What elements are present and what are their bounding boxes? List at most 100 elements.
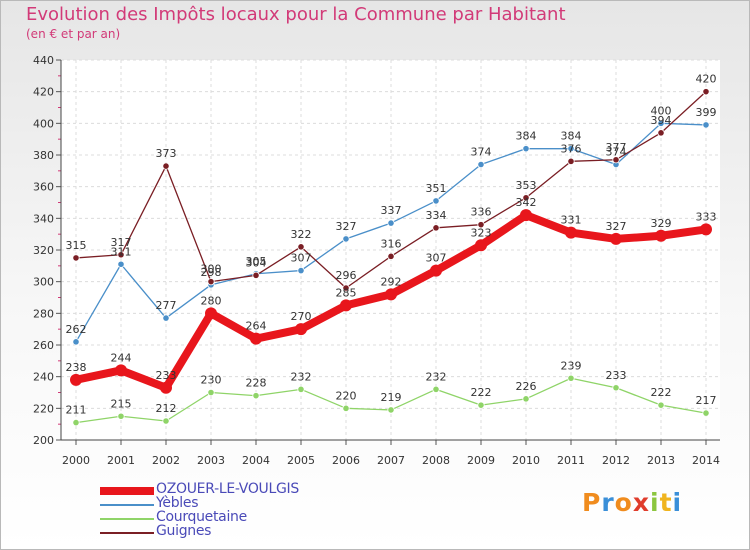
data-label-0: 327 [606,220,627,233]
data-point-1 [657,119,665,127]
data-label-1: 277 [156,299,177,312]
logo-letter: x [632,488,650,517]
data-point-2 [162,417,170,425]
proxiti-logo: Proxiti [582,488,682,517]
data-label-3: 336 [471,206,492,219]
x-tick-label: 2013 [647,454,675,467]
data-label-3: 420 [696,73,717,86]
data-label-2: 219 [381,391,402,404]
data-label-3: 296 [336,269,357,282]
data-point-2 [342,404,350,412]
logo-letter: i [672,488,683,517]
y-tick-label: 420 [33,86,54,99]
data-label-3: 304 [246,256,267,269]
data-point-0 [205,307,217,320]
data-label-3: 317 [111,236,132,249]
y-tick-label: 280 [33,307,54,320]
data-label-0: 333 [696,210,717,223]
data-label-1: 311 [111,245,132,258]
logo-letter: t [659,488,673,517]
y-tick-label: 440 [33,54,54,67]
data-label-2: 217 [696,394,717,407]
data-point-3 [522,194,530,202]
data-point-2 [522,395,530,403]
data-point-3 [702,88,710,96]
data-label-3: 300 [201,263,222,276]
legend-label: Yèbles [156,495,199,511]
legend-swatch-courquetaine [100,518,154,520]
logo-letter: i [650,488,660,517]
legend-label: Courquetaine [156,509,247,525]
data-label-0: 292 [381,275,402,288]
data-point-2 [477,401,485,409]
legend-swatch-yebles [100,504,154,506]
data-label-3: 373 [156,147,177,160]
data-point-2 [567,374,575,382]
data-point-0 [70,373,82,386]
data-label-1: 337 [381,204,402,217]
x-tick-label: 2014 [692,454,720,467]
data-point-1 [432,197,440,205]
y-tick-label: 380 [33,149,54,162]
data-point-1 [477,160,485,169]
data-point-0 [655,229,667,242]
data-point-1 [567,145,575,153]
data-label-2: 233 [606,369,627,382]
data-label-1: 307 [291,252,312,265]
data-label-1: 374 [606,146,627,159]
data-point-0 [700,223,712,236]
data-point-2 [387,406,395,414]
data-label-0: 264 [246,320,267,333]
x-tick-label: 2000 [62,454,90,467]
data-point-1 [702,121,710,129]
data-point-3 [567,157,575,165]
data-point-1 [162,314,170,322]
x-tick-label: 2007 [377,454,405,467]
logo-letter: r [601,488,615,517]
data-label-1: 374 [471,146,492,159]
data-point-3 [72,254,80,262]
data-point-1 [297,266,305,275]
data-point-3 [117,251,125,259]
data-label-1: 298 [201,266,222,279]
data-label-0: 244 [111,351,132,364]
data-label-2: 222 [651,386,672,399]
data-label-2: 232 [426,370,447,383]
data-label-2: 212 [156,402,177,415]
x-tick-label: 2008 [422,454,450,467]
data-point-3 [162,162,170,170]
data-point-2 [702,409,710,417]
data-label-0: 280 [201,294,222,307]
data-point-3 [477,221,485,229]
data-point-3 [387,252,395,260]
data-point-1 [117,260,125,268]
logo-letter: o [614,488,633,517]
data-point-3 [252,271,260,279]
data-label-0: 323 [471,226,492,239]
data-point-0 [250,332,262,345]
data-label-2: 222 [471,386,492,399]
data-label-2: 226 [516,380,537,393]
data-label-3: 316 [381,237,402,250]
data-point-0 [610,232,622,245]
data-label-1: 384 [561,130,582,143]
data-label-1: 400 [651,104,672,117]
data-point-0 [295,323,307,336]
data-point-0 [160,381,172,394]
y-tick-label: 360 [33,181,54,194]
x-tick-label: 2004 [242,454,270,467]
data-point-2 [612,384,620,392]
legend-label: OZOUER-LE-VOULGIS [156,481,299,497]
x-tick-label: 2001 [107,454,135,467]
data-point-3 [432,224,440,232]
data-point-0 [565,226,577,239]
data-point-2 [657,401,665,409]
data-point-0 [340,299,352,312]
data-point-0 [430,264,442,277]
x-tick-label: 2010 [512,454,540,467]
data-label-3: 394 [651,114,672,127]
data-point-0 [475,239,487,252]
data-label-1: 399 [696,106,717,119]
data-point-2 [207,388,215,397]
x-tick-label: 2002 [152,454,180,467]
